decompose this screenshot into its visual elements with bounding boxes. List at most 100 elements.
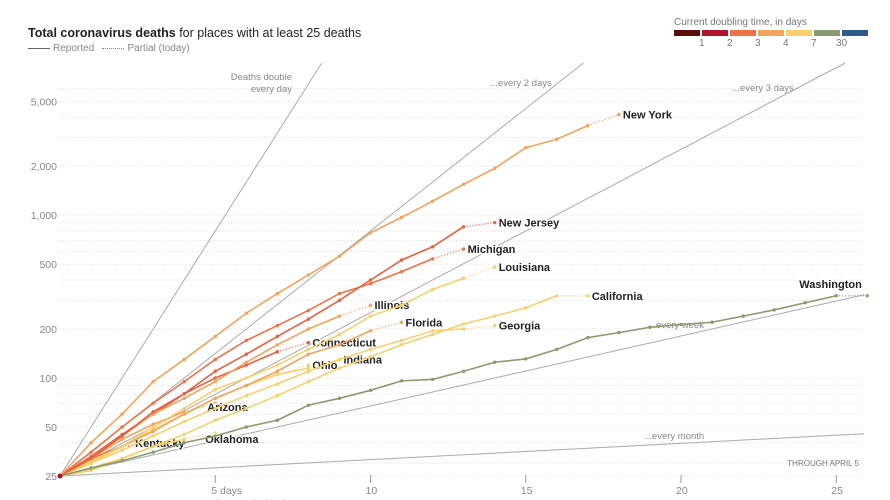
data-point [306, 308, 311, 313]
data-point [275, 418, 280, 422]
data-point [182, 412, 186, 416]
data-point [120, 425, 124, 429]
data-point [493, 323, 497, 328]
data-point [151, 444, 155, 449]
series-partial-line [587, 113, 620, 127]
series-line-new-jersey [59, 226, 465, 477]
doubling-swatch [730, 30, 756, 36]
doubling-label: 2 [727, 38, 733, 49]
data-point [182, 437, 186, 442]
data-point [275, 291, 280, 296]
data-point [617, 330, 621, 335]
data-point [337, 254, 342, 258]
data-point [368, 231, 373, 235]
data-point [399, 258, 404, 262]
data-point [337, 366, 342, 370]
x-tick-label: 25 [831, 485, 843, 497]
series-line-connecticut [59, 350, 278, 477]
data-point [213, 387, 217, 392]
data-point [213, 376, 217, 380]
data-point [430, 329, 435, 333]
data-point [586, 123, 590, 128]
data-point [244, 363, 248, 367]
note: THROUGH APRIL 5 [787, 459, 859, 468]
doubling-label: 4 [783, 38, 789, 49]
data-point [586, 335, 590, 340]
data-point [493, 166, 497, 171]
series-label: Oklahoma [205, 434, 259, 446]
data-point [244, 360, 248, 364]
data-point [151, 410, 155, 414]
series-partial-line [339, 304, 371, 317]
data-point [275, 372, 280, 377]
series-line-georgia [59, 328, 464, 477]
data-point [399, 320, 404, 324]
y-tick-label: 200 [39, 324, 57, 336]
doubling-label: 1 [699, 38, 705, 49]
series-label: Louisiana [499, 262, 551, 274]
series-label: Washington [799, 279, 862, 291]
doubling-swatch [814, 30, 840, 36]
x-tick-label: 15 [521, 485, 533, 497]
data-point [120, 459, 124, 463]
series-label: New York [623, 109, 673, 121]
data-point [399, 215, 404, 220]
data-point [244, 406, 248, 411]
data-point [275, 323, 280, 328]
x-tick-label: 5 days [211, 485, 242, 497]
data-point [710, 320, 714, 324]
y-tick-label: 2,000 [31, 161, 57, 173]
data-point [213, 406, 217, 411]
data-point [306, 369, 311, 373]
reference-label: ...every 3 days [732, 83, 794, 94]
data-point [741, 314, 745, 318]
data-point [244, 376, 248, 380]
data-point [430, 332, 435, 337]
y-tick-label: 25 [45, 471, 57, 483]
series-label: Michigan [468, 244, 516, 256]
data-point [399, 343, 404, 347]
data-point [120, 434, 124, 438]
data-point [803, 301, 807, 305]
x-axis-label: since 25th death [211, 498, 288, 500]
data-point [213, 379, 217, 384]
data-point [430, 199, 435, 203]
data-point [182, 419, 186, 424]
reference-label: ...every 2 days [490, 78, 552, 89]
data-point [151, 401, 155, 405]
data-point [275, 393, 280, 398]
series-partial-line [463, 221, 495, 228]
data-point [151, 379, 155, 384]
series-partial-line [122, 442, 154, 448]
data-point [493, 220, 497, 225]
y-tick-label: 100 [39, 373, 57, 385]
reference-label: every day [251, 84, 292, 95]
dotted-line-swatch [102, 47, 125, 49]
series-partial-line [463, 266, 495, 279]
reference-line [59, 433, 865, 477]
data-point [213, 434, 217, 438]
series-line-louisiana [59, 277, 464, 477]
y-tick-label: 1,000 [31, 210, 57, 222]
series-partial-line [277, 364, 309, 376]
data-point [399, 338, 404, 343]
data-point [89, 468, 93, 473]
doubling-label: 7 [811, 38, 817, 49]
series-partial-line [370, 321, 402, 332]
data-point [337, 357, 342, 362]
data-point [493, 360, 497, 364]
data-point [213, 369, 217, 373]
data-point [275, 334, 280, 339]
data-point [306, 340, 311, 345]
data-point [151, 441, 155, 445]
reference-line [59, 294, 865, 477]
data-point [213, 431, 217, 435]
data-point [151, 450, 155, 454]
y-tick-label: 50 [45, 422, 57, 434]
data-point [182, 392, 186, 396]
data-point [213, 334, 217, 339]
series-label: Georgia [499, 321, 541, 333]
data-point [368, 314, 373, 318]
data-point [368, 329, 373, 333]
